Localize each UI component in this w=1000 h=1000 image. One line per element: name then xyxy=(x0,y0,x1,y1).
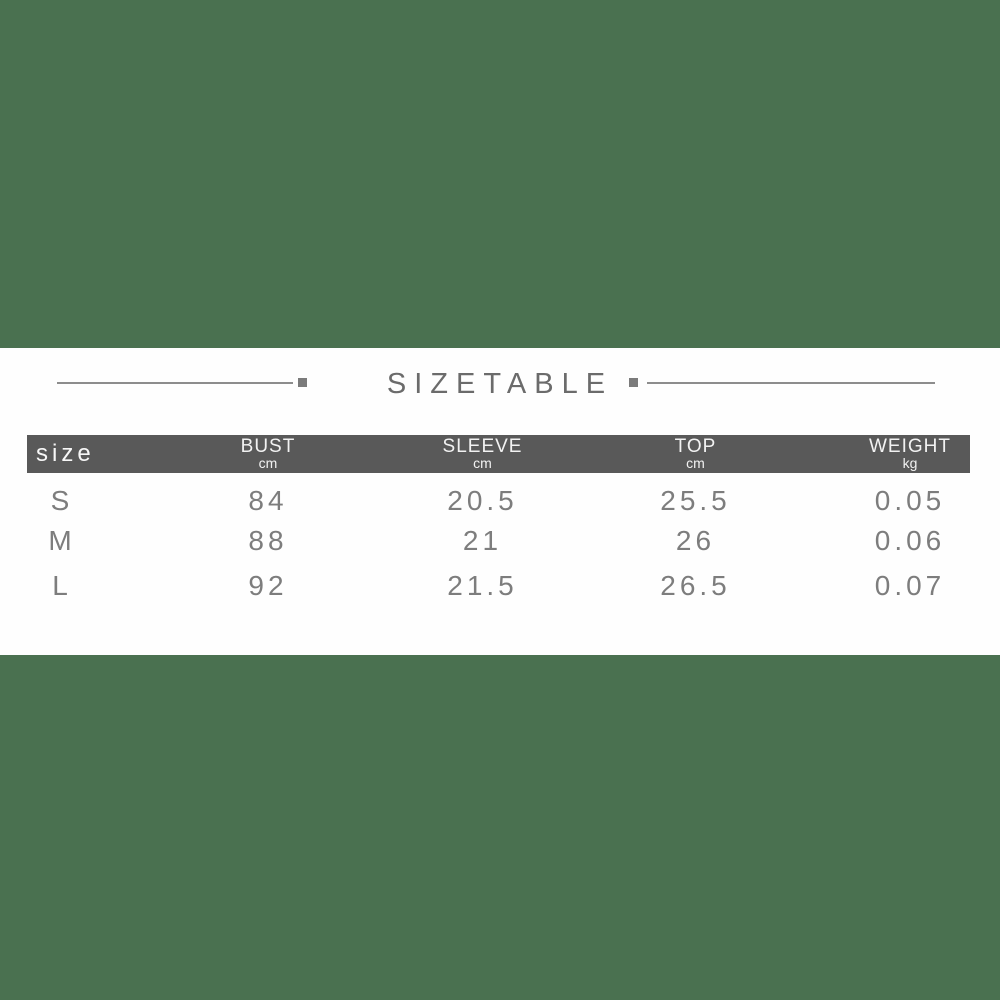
header-weight-unit: kg xyxy=(902,455,918,471)
header-size: size xyxy=(36,440,95,467)
cell-sleeve: 20.5 xyxy=(447,485,518,516)
header-bust-unit: cm xyxy=(258,455,278,471)
left-divider-line xyxy=(57,382,293,384)
left-square-bullet-icon xyxy=(298,378,307,387)
header-weight: WEIGHT kg xyxy=(826,437,994,471)
header-sleeve-label: SLEEVE xyxy=(442,436,523,457)
cell-sleeve: 21 xyxy=(462,525,503,556)
cell-size: S xyxy=(50,485,74,516)
cell-top: 25.5 xyxy=(660,485,731,516)
cell-top: 26 xyxy=(675,525,716,556)
cell-bust: 84 xyxy=(248,485,288,516)
header-sleeve-unit: cm xyxy=(473,455,492,471)
header-top: TOP cm xyxy=(589,437,802,471)
cell-weight: 0.05 xyxy=(874,485,946,516)
header-weight-label: WEIGHT xyxy=(869,436,951,457)
content-panel: SIZETABLE size BUST cm SLEEVE cm TOP cm … xyxy=(0,348,1000,655)
chart-title: SIZETABLE xyxy=(386,368,614,400)
table-row: S 84 20.5 25.5 0.05 xyxy=(27,483,970,518)
cell-bust: 88 xyxy=(248,525,288,556)
table-header: size BUST cm SLEEVE cm TOP cm WEIGHT kg xyxy=(27,435,970,473)
table-row: M 88 21 26 0.06 xyxy=(27,523,970,558)
header-bust-label: BUST xyxy=(240,436,296,457)
cell-size: M xyxy=(48,525,76,556)
cell-size: L xyxy=(52,570,72,601)
header-top-unit: cm xyxy=(686,455,705,471)
right-divider-line xyxy=(647,382,935,384)
cell-sleeve: 21.5 xyxy=(447,570,518,601)
cell-weight: 0.07 xyxy=(874,570,946,601)
cell-weight: 0.06 xyxy=(874,525,946,556)
cell-bust: 92 xyxy=(248,570,288,601)
right-square-bullet-icon xyxy=(629,378,638,387)
header-bust: BUST cm xyxy=(160,437,376,471)
table-row: L 92 21.5 26.5 0.07 xyxy=(27,568,970,603)
cell-top: 26.5 xyxy=(660,570,731,601)
header-top-label: TOP xyxy=(674,436,717,457)
header-sleeve: SLEEVE cm xyxy=(376,437,589,471)
